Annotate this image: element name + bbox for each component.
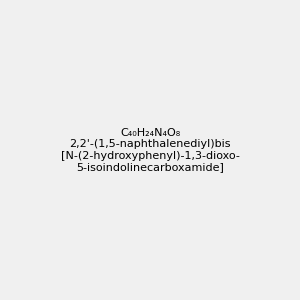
Text: C₄₀H₂₄N₄O₈
2,2'-(1,5-naphthalenediyl)bis
[N-(2-hydroxyphenyl)-1,3-dioxo-
5-isoin: C₄₀H₂₄N₄O₈ 2,2'-(1,5-naphthalenediyl)bis… xyxy=(61,128,239,172)
